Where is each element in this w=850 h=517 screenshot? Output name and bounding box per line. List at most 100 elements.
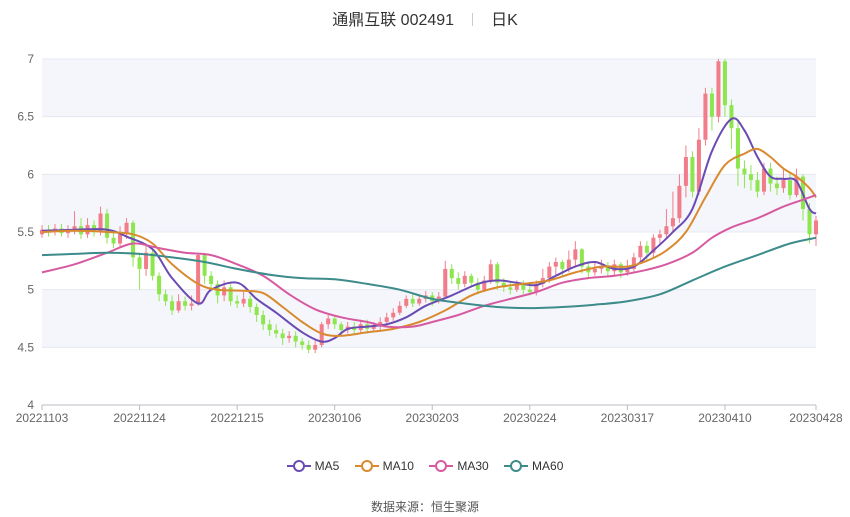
candle-body bbox=[189, 303, 194, 306]
candle-body bbox=[163, 294, 168, 302]
candle-body bbox=[319, 324, 324, 346]
candle-body bbox=[111, 237, 116, 244]
candle-body bbox=[709, 93, 714, 117]
legend-label: MA60 bbox=[532, 459, 564, 473]
ma60-legend-icon bbox=[504, 460, 529, 472]
legend-item-ma30[interactable]: MA30 bbox=[429, 459, 489, 473]
candle-body bbox=[807, 208, 812, 235]
candle-body bbox=[514, 285, 519, 290]
legend-label: MA30 bbox=[457, 459, 489, 473]
candle-body bbox=[170, 301, 175, 311]
candle-body bbox=[326, 318, 331, 325]
candle-body bbox=[696, 139, 701, 192]
candle-body bbox=[124, 222, 129, 235]
candle-body bbox=[417, 298, 422, 304]
candle-body bbox=[241, 298, 246, 304]
candle-body bbox=[547, 266, 552, 279]
candle-body bbox=[813, 220, 819, 235]
candle bbox=[170, 295, 175, 316]
legend-item-ma5[interactable]: MA5 bbox=[286, 459, 339, 473]
candle bbox=[592, 261, 597, 276]
legend: MA5 MA10 MA30 MA60 bbox=[0, 459, 850, 473]
x-tick-label: 20221215 bbox=[210, 411, 264, 425]
ma30-line bbox=[41, 194, 817, 329]
candle bbox=[748, 165, 753, 191]
moving-average-lines bbox=[41, 117, 817, 343]
candle-body bbox=[755, 180, 760, 192]
candle-body bbox=[300, 341, 305, 346]
title-divider bbox=[472, 13, 474, 26]
candle bbox=[651, 234, 656, 258]
candle-body bbox=[716, 61, 721, 117]
candle bbox=[287, 331, 292, 343]
candle bbox=[703, 87, 708, 146]
candle-body bbox=[722, 61, 727, 106]
candle bbox=[378, 317, 383, 331]
candle-body bbox=[521, 285, 526, 290]
candle bbox=[274, 324, 279, 339]
y-tick-label: 6 bbox=[27, 167, 34, 181]
candle-body bbox=[118, 234, 123, 244]
legend-item-ma10[interactable]: MA10 bbox=[354, 459, 414, 473]
x-tick-label: 20230410 bbox=[698, 411, 752, 425]
candle-body bbox=[280, 333, 285, 339]
candle-body bbox=[157, 275, 162, 295]
candle bbox=[313, 340, 318, 354]
y-axis: 4 4.5 5 5.5 6 6.5 7 bbox=[17, 52, 34, 412]
candle bbox=[605, 261, 610, 276]
candle bbox=[261, 310, 266, 331]
candle-body bbox=[631, 257, 636, 269]
legend-item-ma60[interactable]: MA60 bbox=[504, 459, 563, 473]
candle-body bbox=[774, 183, 779, 189]
candle-body bbox=[625, 268, 630, 273]
candle bbox=[579, 248, 584, 274]
x-tick-label: 20221103 bbox=[16, 411, 69, 425]
ma10-legend-icon bbox=[354, 460, 379, 472]
candle bbox=[144, 245, 149, 276]
candle bbox=[241, 291, 246, 307]
candle-body bbox=[703, 93, 708, 140]
y-tick-label: 5 bbox=[27, 283, 34, 297]
candle-body bbox=[306, 345, 311, 350]
candle bbox=[573, 241, 578, 267]
candle-body bbox=[209, 275, 214, 284]
candle-body bbox=[683, 157, 688, 186]
candle bbox=[488, 259, 493, 284]
candle bbox=[436, 291, 441, 304]
candle bbox=[293, 331, 298, 348]
candle-body bbox=[222, 287, 227, 296]
candle-body bbox=[657, 234, 662, 238]
candle-body bbox=[508, 287, 513, 290]
candle-body bbox=[287, 335, 292, 339]
candle bbox=[469, 273, 474, 288]
candle-body bbox=[228, 287, 233, 302]
candle bbox=[163, 289, 168, 306]
candle-body bbox=[254, 306, 259, 316]
candle-body bbox=[410, 298, 415, 304]
candle bbox=[664, 208, 669, 238]
data-source: 数据来源：恒生聚源 bbox=[0, 498, 850, 515]
candle bbox=[540, 268, 545, 288]
candle bbox=[787, 172, 792, 200]
candle-body bbox=[248, 298, 253, 307]
candle bbox=[683, 145, 688, 198]
candle-body bbox=[235, 301, 240, 304]
candle-body bbox=[404, 298, 409, 306]
candle bbox=[176, 294, 181, 313]
candle-body bbox=[378, 321, 383, 327]
candle bbox=[306, 340, 311, 354]
candle-body bbox=[397, 305, 402, 313]
candle bbox=[124, 218, 129, 239]
candle-body bbox=[98, 213, 103, 232]
candle-body bbox=[560, 261, 565, 269]
candle bbox=[482, 275, 487, 292]
candle bbox=[254, 303, 259, 322]
candle bbox=[280, 328, 285, 346]
candle bbox=[781, 168, 786, 193]
ma5-line bbox=[41, 117, 817, 343]
candle-body bbox=[176, 301, 181, 311]
candle bbox=[456, 272, 461, 290]
candle-body bbox=[267, 324, 272, 331]
candle-body bbox=[592, 268, 597, 273]
